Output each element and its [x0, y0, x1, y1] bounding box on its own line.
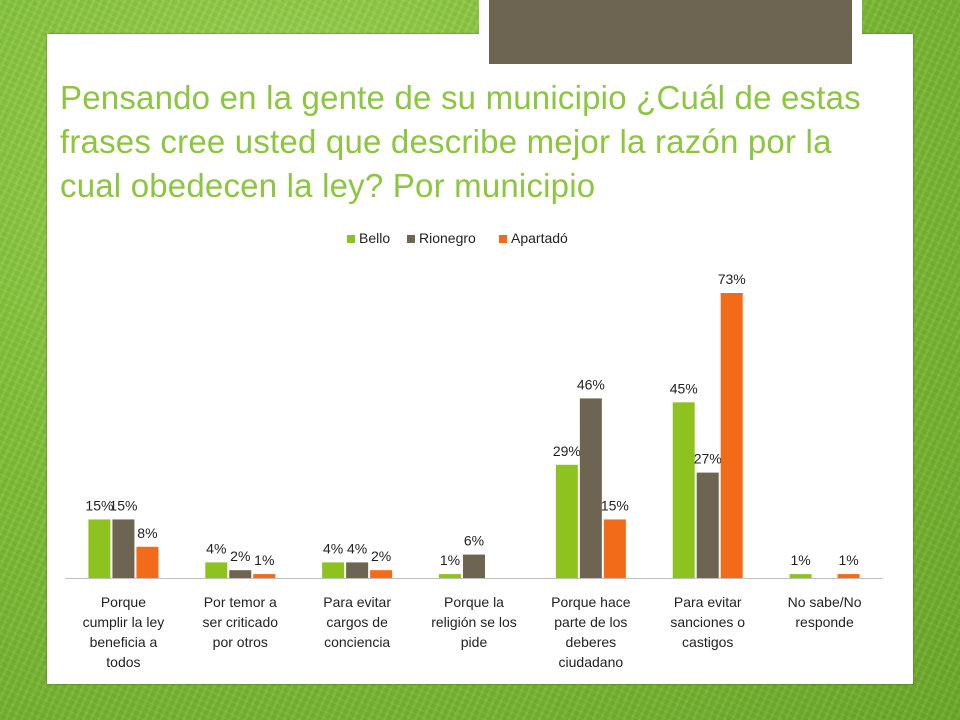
category-label-0-3: todos — [106, 654, 140, 670]
decorative-frame — [479, 0, 862, 74]
bar-rionegro-2 — [346, 562, 369, 578]
legend-swatch-2 — [499, 235, 507, 243]
data-label-apartadó-1: 1% — [254, 552, 274, 568]
bar-bello-4 — [555, 464, 578, 578]
data-label-rionegro-5: 27% — [694, 451, 722, 467]
data-label-rionegro-2: 4% — [347, 540, 367, 556]
bar-chart: Bello Rionegro Apartadó15%15%8%Porquecumpl… — [65, 230, 883, 670]
bar-apartadó-1 — [253, 574, 276, 578]
category-label-1-2: por otros — [213, 634, 268, 650]
bar-bello-6 — [789, 574, 812, 578]
category-label-1-0: Por temor a — [204, 594, 277, 610]
data-label-apartadó-0: 8% — [137, 525, 157, 541]
category-label-5-0: Para evitar — [674, 594, 742, 610]
category-label-5-2: castigos — [682, 634, 733, 650]
data-label-bello-1: 4% — [206, 540, 226, 556]
bar-apartadó-2 — [370, 570, 393, 578]
legend-label-2: Apartadó — [511, 230, 568, 246]
bar-rionegro-1 — [229, 570, 252, 578]
bar-bello-5 — [672, 402, 695, 578]
data-label-rionegro-0: 15% — [109, 497, 137, 513]
legend-label-1: Rionegro — [419, 230, 476, 246]
legend-label-0: Bello — [359, 230, 390, 246]
bar-bello-2 — [322, 562, 345, 578]
category-label-5-1: sanciones o — [670, 614, 745, 630]
bar-apartadó-4 — [603, 519, 626, 578]
bar-apartadó-0 — [136, 546, 159, 578]
category-label-6-1: responde — [795, 614, 854, 630]
category-label-4-0: Porque hace — [551, 594, 631, 610]
data-label-apartadó-4: 15% — [601, 497, 629, 513]
category-label-3-0: Porque la — [444, 594, 504, 610]
category-label-2-0: Para evitar — [323, 594, 391, 610]
bar-bello-0 — [88, 519, 111, 578]
data-label-bello-4: 29% — [553, 443, 581, 459]
bar-bello-1 — [205, 562, 228, 578]
category-label-4-3: ciudadano — [559, 654, 624, 670]
category-label-0-0: Porque — [101, 594, 146, 610]
bar-apartadó-5 — [720, 293, 743, 578]
data-label-apartadó-6: 1% — [838, 552, 858, 568]
legend-swatch-1 — [407, 235, 415, 243]
data-label-bello-0: 15% — [85, 497, 113, 513]
legend-swatch-0 — [347, 235, 355, 243]
category-label-4-1: parte de los — [554, 614, 627, 630]
bar-rionegro-4 — [579, 398, 602, 578]
data-label-bello-5: 45% — [670, 380, 698, 396]
category-label-0-2: beneficia a — [90, 634, 158, 650]
decorative-block — [489, 0, 852, 64]
bar-rionegro-3 — [463, 554, 485, 578]
category-label-6-0: No sabe/No — [788, 594, 862, 610]
bar-rionegro-0 — [112, 519, 135, 578]
data-label-bello-2: 4% — [323, 540, 343, 556]
category-label-3-2: pide — [461, 634, 488, 650]
data-label-apartadó-5: 73% — [718, 271, 746, 287]
data-label-rionegro-3: 6% — [464, 533, 484, 549]
data-label-bello-6: 1% — [790, 552, 810, 568]
bar-bello-3 — [439, 574, 461, 578]
category-label-0-1: cumplir la ley — [83, 614, 165, 630]
data-label-rionegro-1: 2% — [230, 548, 250, 564]
bar-rionegro-5 — [696, 472, 719, 578]
category-label-1-1: ser criticado — [203, 614, 279, 630]
data-label-rionegro-4: 46% — [577, 376, 605, 392]
category-label-3-1: religión se los — [431, 614, 517, 630]
category-label-2-2: conciencia — [324, 634, 390, 650]
category-label-2-1: cargos de — [326, 614, 388, 630]
bar-apartadó-6 — [837, 574, 860, 578]
data-label-apartadó-2: 2% — [371, 548, 391, 564]
slide-title: Pensando en la gente de su municipio ¿Cu… — [60, 79, 861, 204]
category-label-4-2: deberes — [566, 634, 617, 650]
data-label-bello-3: 1% — [440, 552, 460, 568]
